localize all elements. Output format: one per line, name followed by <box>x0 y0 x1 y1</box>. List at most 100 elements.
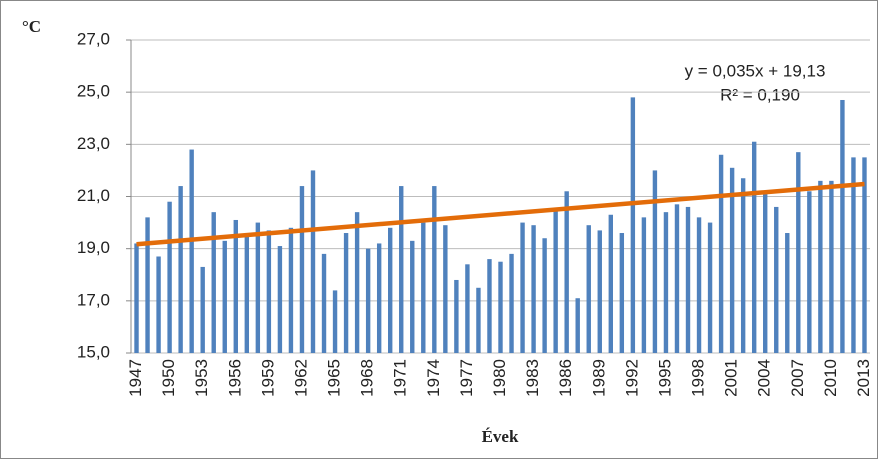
x-tick-label: 1959 <box>258 359 277 397</box>
y-tick-label: 17,0 <box>77 290 110 309</box>
x-tick-label: 1947 <box>126 359 145 397</box>
bar <box>178 186 183 353</box>
bar <box>476 287 481 353</box>
y-tick-label: 23,0 <box>77 134 110 153</box>
x-tick-label: 1986 <box>556 359 575 397</box>
y-tick-label: 19,0 <box>77 238 110 257</box>
bar <box>840 99 845 353</box>
bar <box>740 178 746 353</box>
bar <box>211 212 216 353</box>
bar <box>145 217 150 353</box>
bar <box>652 170 658 353</box>
bar <box>531 225 536 353</box>
bar <box>608 214 613 353</box>
bar <box>454 279 459 353</box>
bar <box>520 222 525 353</box>
x-tick-label: 1977 <box>457 359 476 397</box>
bar <box>277 246 283 353</box>
bar <box>829 180 834 353</box>
bar <box>388 227 393 353</box>
bar <box>774 206 779 353</box>
y-tick-label: 27,0 <box>77 29 110 48</box>
bar <box>498 261 503 353</box>
bar <box>134 243 139 353</box>
bar <box>222 240 227 353</box>
x-tick-label: 1980 <box>490 359 509 397</box>
bar <box>796 152 801 353</box>
bar <box>630 97 636 353</box>
x-tick-label: 1974 <box>424 359 443 397</box>
bar <box>586 225 591 353</box>
x-tick-label: 1995 <box>655 359 674 397</box>
bar <box>288 227 294 353</box>
bar <box>575 298 580 353</box>
bar <box>542 238 547 353</box>
x-axis-label: Évek <box>482 427 519 446</box>
bar <box>763 191 768 353</box>
bar <box>509 253 514 353</box>
bar <box>851 157 856 353</box>
bar <box>255 222 261 353</box>
x-tick-label: 1950 <box>159 359 178 397</box>
bar <box>597 230 602 353</box>
trend-line <box>136 181 865 247</box>
bar <box>189 149 194 353</box>
bar <box>751 141 757 353</box>
bar <box>332 290 338 353</box>
bar <box>310 170 316 353</box>
x-tick-label: 1956 <box>225 359 244 397</box>
x-tick-label: 1968 <box>358 359 377 397</box>
x-tick-label: 2007 <box>788 359 807 397</box>
bar <box>233 219 238 353</box>
x-tick-label: 1971 <box>391 359 410 397</box>
x-tick-label: 1989 <box>589 359 608 397</box>
y-tick-label: 25,0 <box>77 82 110 101</box>
bar <box>619 233 625 353</box>
bar <box>421 222 426 353</box>
bar <box>465 264 470 353</box>
bar <box>564 191 569 353</box>
y-axis-label: °C <box>22 17 41 36</box>
bar <box>321 253 327 353</box>
x-tick-label: 1992 <box>622 359 641 397</box>
bar <box>156 256 161 353</box>
bar <box>432 186 437 353</box>
bar <box>674 204 680 353</box>
bar <box>365 248 371 353</box>
bar <box>696 217 702 353</box>
y-tick-label: 15,0 <box>77 342 110 361</box>
bar <box>707 222 713 353</box>
bar <box>399 186 404 353</box>
y-tick-label: 21,0 <box>77 186 110 205</box>
bar <box>410 240 415 353</box>
bar <box>299 186 305 353</box>
bar <box>685 206 691 353</box>
bar <box>807 191 812 353</box>
x-tick-label: 1983 <box>523 359 542 397</box>
x-tick-label: 1998 <box>689 359 708 397</box>
bar <box>244 235 250 353</box>
trend-equation: y = 0,035x + 19,13 <box>685 61 826 80</box>
bar <box>266 230 272 353</box>
bar <box>376 243 382 353</box>
bar <box>167 201 172 353</box>
bar <box>443 225 448 353</box>
x-tick-label: 2010 <box>821 359 840 397</box>
bar <box>729 167 735 353</box>
x-tick-label: 2004 <box>755 359 774 397</box>
x-tick-label: 1953 <box>192 359 211 397</box>
x-tick-label: 2013 <box>854 359 873 397</box>
bar <box>553 209 558 353</box>
x-tick-label: 2001 <box>722 359 741 397</box>
bar <box>663 212 669 353</box>
bar <box>487 259 492 353</box>
bar <box>718 154 724 353</box>
bar <box>862 157 867 353</box>
x-tick-label: 1965 <box>325 359 344 397</box>
bar <box>354 212 360 353</box>
bar <box>200 266 205 353</box>
trend-r-squared: R² = 0,190 <box>720 85 800 104</box>
x-tick-label: 1962 <box>291 359 310 397</box>
